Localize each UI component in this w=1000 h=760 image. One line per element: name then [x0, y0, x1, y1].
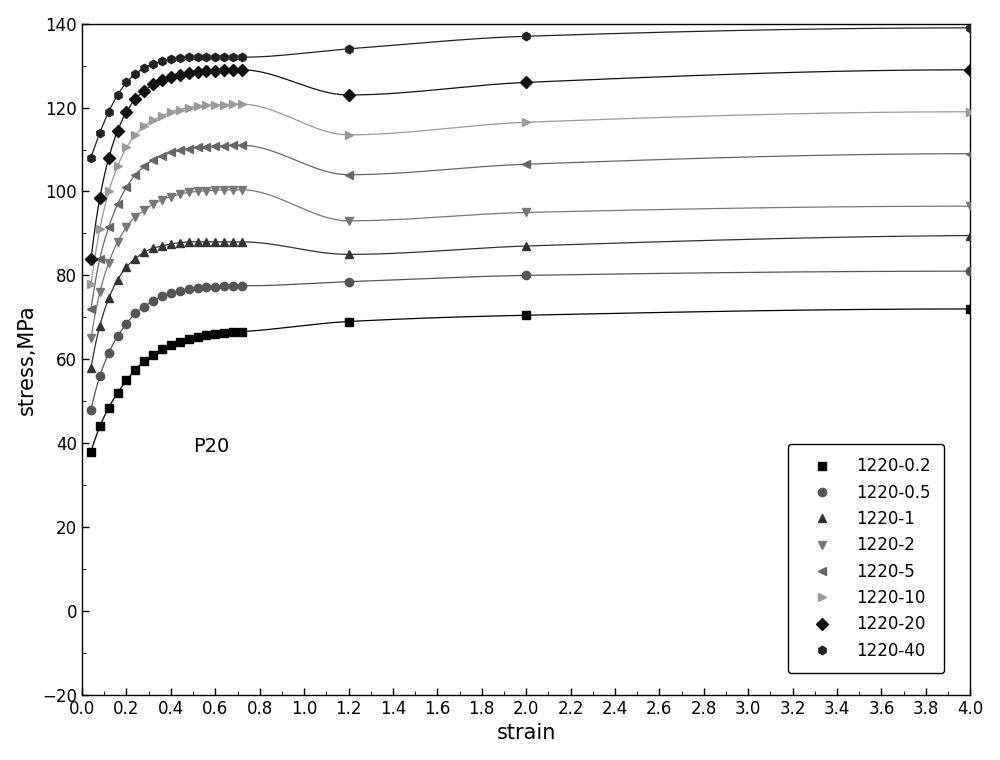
1220-0.5 — [520, 271, 532, 280]
Line: 1220-1: 1220-1 — [344, 231, 974, 258]
1220-5 — [343, 170, 355, 179]
1220-2 — [343, 217, 355, 226]
Line: 1220-20: 1220-20 — [344, 65, 974, 99]
Line: 1220-0.2: 1220-0.2 — [344, 305, 974, 326]
X-axis label: strain: strain — [496, 724, 556, 743]
1220-5 — [964, 149, 976, 158]
1220-10 — [964, 107, 976, 116]
1220-20 — [964, 65, 976, 74]
1220-0.2 — [964, 305, 976, 314]
1220-40 — [964, 24, 976, 33]
Line: 1220-40: 1220-40 — [344, 24, 974, 53]
Line: 1220-5: 1220-5 — [344, 150, 974, 179]
1220-2 — [520, 208, 532, 217]
1220-10 — [343, 130, 355, 139]
1220-0.5 — [343, 277, 355, 287]
1220-40 — [520, 32, 532, 41]
1220-0.2 — [520, 311, 532, 320]
Legend: 1220-0.2, 1220-0.5, 1220-1, 1220-2, 1220-5, 1220-10, 1220-20, 1220-40: 1220-0.2, 1220-0.5, 1220-1, 1220-2, 1220… — [788, 444, 944, 673]
Line: 1220-2: 1220-2 — [344, 202, 974, 225]
1220-0.2 — [343, 317, 355, 326]
1220-20 — [520, 78, 532, 87]
Line: 1220-10: 1220-10 — [344, 108, 974, 139]
1220-10 — [520, 118, 532, 127]
Text: P20: P20 — [193, 436, 229, 455]
1220-40 — [343, 44, 355, 53]
1220-1 — [964, 231, 976, 240]
1220-0.5 — [964, 267, 976, 276]
1220-1 — [343, 250, 355, 259]
1220-5 — [520, 160, 532, 169]
Line: 1220-0.5: 1220-0.5 — [344, 267, 974, 286]
1220-2 — [964, 201, 976, 211]
1220-20 — [343, 90, 355, 100]
Y-axis label: stress,MPa: stress,MPa — [17, 304, 37, 415]
1220-1 — [520, 242, 532, 251]
